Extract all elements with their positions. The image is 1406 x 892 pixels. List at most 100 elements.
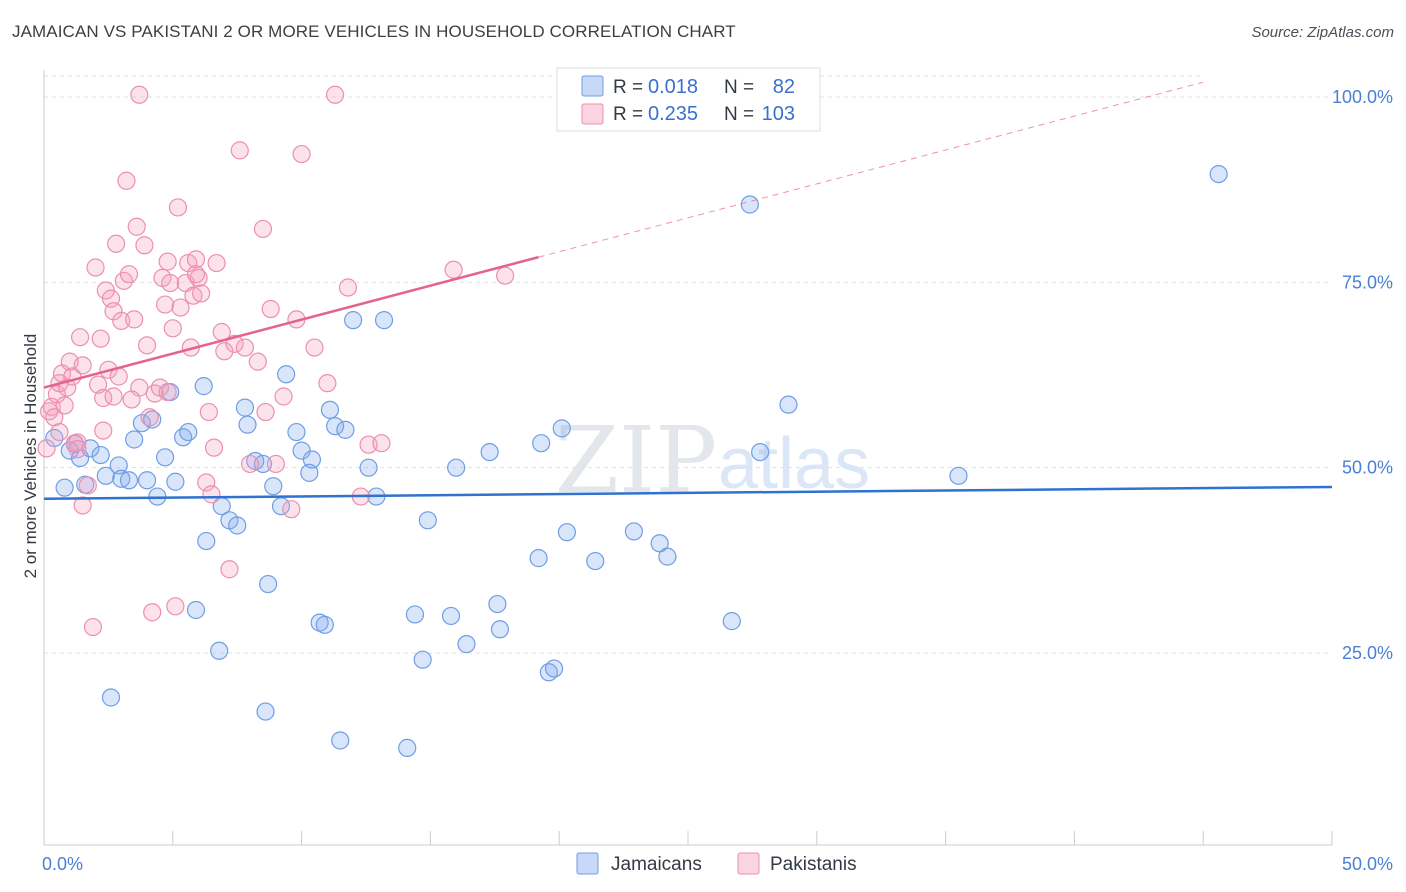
legend-n-value: 82 [773,76,795,98]
pakistani-point [256,402,275,422]
pakistani-point [186,265,206,284]
jamaican-point [253,454,273,474]
pakistani-point [140,408,159,427]
jamaican-point [228,516,247,535]
jamaican-point [413,650,432,669]
legend-r-label: R = [613,77,643,98]
jamaican-point [259,574,278,594]
pakistani-point [197,473,216,492]
legend-n-label: N = [724,104,754,125]
pakistani-point [68,440,87,459]
pakistani-point [68,433,87,452]
trend-lines [43,81,1333,501]
pakistani-point [158,382,177,402]
pakistani-point [117,171,136,190]
jamaican-point [557,523,577,542]
pakistani-point [155,295,175,314]
jamaican-point [336,420,355,439]
pakistani-point [55,396,74,415]
axes [43,70,1333,846]
pakistani-point [253,219,273,239]
jamaican-point [119,471,139,490]
pakistani-point [122,390,141,409]
jamaican-point [55,478,74,497]
jamaican-point [137,471,157,490]
pakistani-point [248,352,267,371]
pakistani-point [125,310,144,329]
jamaican-point [658,547,677,566]
pakistani-point [135,236,154,255]
series-legend-swatch-jamaicans [576,852,599,875]
source-credit: Source: ZipAtlas.com [1251,24,1394,41]
jamaican-point [186,600,206,620]
jamaican-point [91,445,110,465]
jamaican-point [197,531,216,551]
jamaican-point [359,458,378,477]
pakistani-point [207,253,226,273]
pakistani-point [158,252,177,271]
pakistani-point [127,217,146,236]
pakistani-point [220,560,239,579]
pakistani-point [305,338,324,357]
jamaican-point [722,612,741,631]
jamaican-point [418,511,437,530]
pakistani-point [91,329,110,348]
jamaican-trend-line [43,485,1333,501]
series-legend: Jamaicans Pakistanis [576,852,857,875]
legend-n-label: N = [724,77,754,98]
pakistani-point [161,273,180,293]
jamaican-point [586,551,605,571]
pakistani-point [282,500,301,519]
jamaican-point [315,615,334,634]
jamaican-point [374,311,394,330]
jamaican-point [179,422,198,442]
jamaican-point [544,659,564,678]
pakistani-point [88,375,108,394]
pakistani-point [372,434,391,453]
pakistani-point [70,328,90,347]
y-tick-labels: 100.0% 75.0% 50.0% 25.0% [1332,87,1393,663]
jamaican-point [194,377,213,396]
y-tick-label: 75.0% [1342,272,1393,292]
pakistani-point [186,250,206,269]
pakistani-point [78,476,97,495]
jamaican-point [277,365,296,384]
jamaican-point [447,458,466,477]
jamaican-point [302,450,322,469]
jamaican-point [287,422,306,442]
legend-n-value: 103 [762,103,795,125]
pakistani-point [104,302,123,321]
pakistani-point [166,597,185,616]
jamaican-point [320,400,340,419]
pakistani-point [171,298,190,317]
pakistani-point [137,336,157,355]
pakistani-point [37,439,56,458]
x-tick-label: 0.0% [42,854,83,874]
stats-legend: R = 0.018 N = 82 R = 0.235 N = 103 [556,67,821,132]
pakistani-point [168,198,188,217]
jamaican-point [109,456,128,475]
jamaican-point [405,605,425,624]
jamaican-point [624,522,644,541]
jamaican-point [235,398,255,417]
jamaican-point [949,466,968,485]
pakistani-point [192,284,211,303]
jamaican-point [264,477,283,496]
pakistani-point [230,141,249,160]
jamaican-point [166,472,185,491]
jamaican-point [488,594,507,614]
jamaican-point [238,415,257,434]
pakistani-point [50,422,69,442]
y-axis-label: 2 or more Vehicles in Household [21,334,40,579]
series-legend-jamaicans: Jamaicans [611,854,702,875]
jamaican-point [751,442,770,462]
pakistani-point [274,387,293,406]
pakistani-point [496,266,515,285]
jamaican-point [457,635,476,654]
pakistani-point [86,258,105,277]
pakistani-point [266,454,285,474]
pakistani-point [119,265,139,284]
jamaican-point [480,442,499,462]
jamaican-point [650,534,669,553]
